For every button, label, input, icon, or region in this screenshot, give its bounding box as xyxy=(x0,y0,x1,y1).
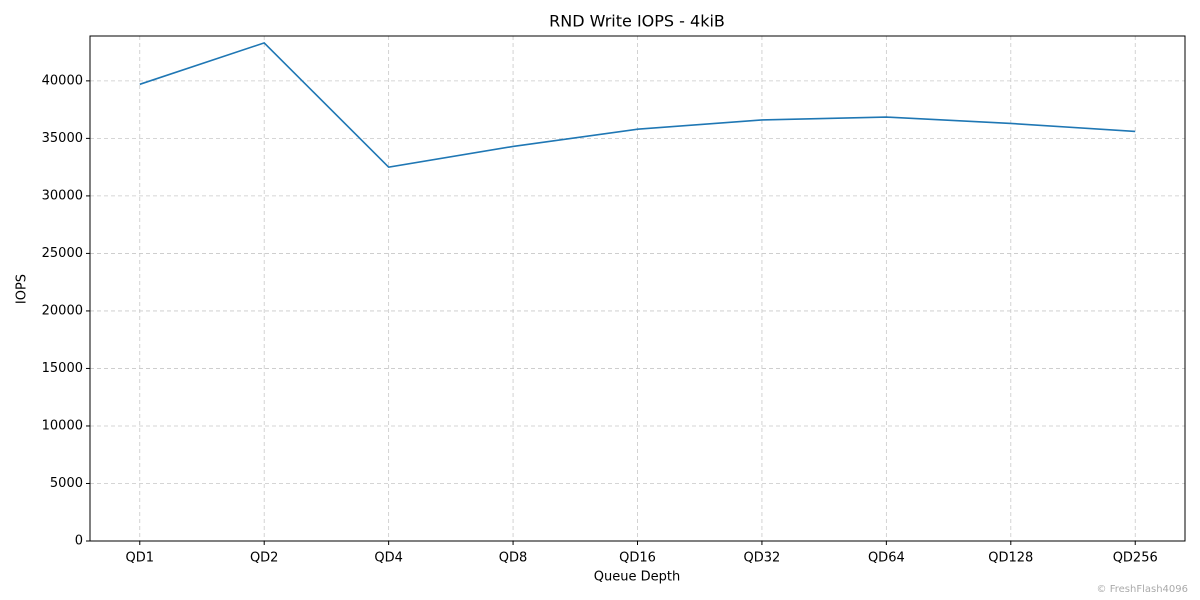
x-tick-label: QD1 xyxy=(126,551,155,566)
y-tick-label: 35000 xyxy=(42,131,83,146)
data-line xyxy=(139,41,1136,168)
y-axis-label: IOPS xyxy=(15,274,30,304)
y-tick-label: 20000 xyxy=(42,303,83,318)
x-tick-label: QD256 xyxy=(1113,551,1158,566)
y-tick-label: 5000 xyxy=(50,476,83,491)
x-tick-label: QD64 xyxy=(868,551,905,566)
chart-title: RND Write IOPS - 4kiB xyxy=(549,12,725,31)
y-tick-label: 30000 xyxy=(42,188,83,203)
y-tick-label: 15000 xyxy=(42,361,83,376)
watermark: © FreshFlash4096 xyxy=(1097,584,1188,595)
x-axis-label: Queue Depth xyxy=(594,570,680,585)
y-tick-label: 0 xyxy=(75,534,83,549)
x-tick-label: QD128 xyxy=(988,551,1033,566)
x-tick-label: QD8 xyxy=(499,551,528,566)
y-tick-label: 10000 xyxy=(42,418,83,433)
y-tick-label: 25000 xyxy=(42,246,83,261)
x-tick-label: QD32 xyxy=(744,551,781,566)
x-tick-label: QD16 xyxy=(619,551,656,566)
x-tick-label: QD4 xyxy=(374,551,403,566)
y-tick-label: 40000 xyxy=(42,73,83,88)
plot-frame xyxy=(89,35,1186,542)
x-tick-label: QD2 xyxy=(250,551,279,566)
